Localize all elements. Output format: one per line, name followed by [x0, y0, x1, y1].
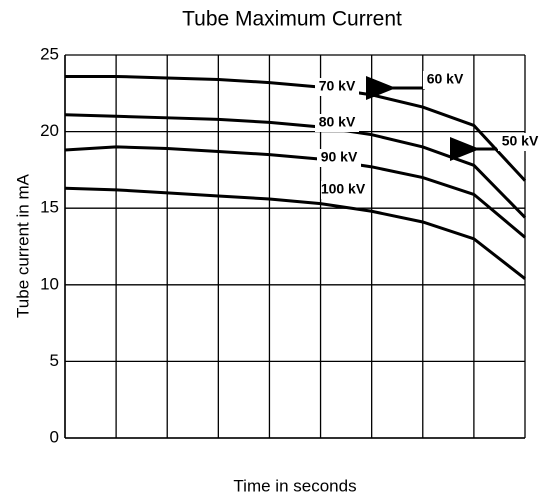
y-tick-label: 5 [50, 351, 59, 370]
label-bg [315, 78, 359, 96]
series-label: 80 kV [319, 114, 356, 130]
chart-title: Tube Maximum Current [182, 8, 402, 31]
series-label: 70 kV [319, 78, 356, 94]
y-tick-label: 0 [50, 427, 59, 446]
y-tick-label: 10 [40, 274, 59, 293]
label-bg [317, 149, 361, 167]
y-tick-label: 15 [40, 198, 59, 217]
series-label: 100 kV [321, 181, 366, 197]
label-bg [423, 71, 467, 89]
line [64, 145, 526, 239]
line [64, 186, 526, 280]
y-tick-label: 25 [40, 44, 59, 63]
x-axis-label: Time in seconds [233, 476, 356, 495]
series-label: 90 kV [321, 149, 358, 165]
label-bg [498, 133, 542, 151]
annotation: 60 kV [427, 71, 464, 87]
annotation: 50 kV [502, 133, 539, 149]
y-tick-label: 20 [40, 121, 59, 140]
line [65, 74, 527, 182]
label-bg [315, 114, 359, 132]
label-bg [321, 181, 365, 199]
line [64, 113, 527, 219]
y-axis-label: Tube current in mA [13, 173, 32, 318]
